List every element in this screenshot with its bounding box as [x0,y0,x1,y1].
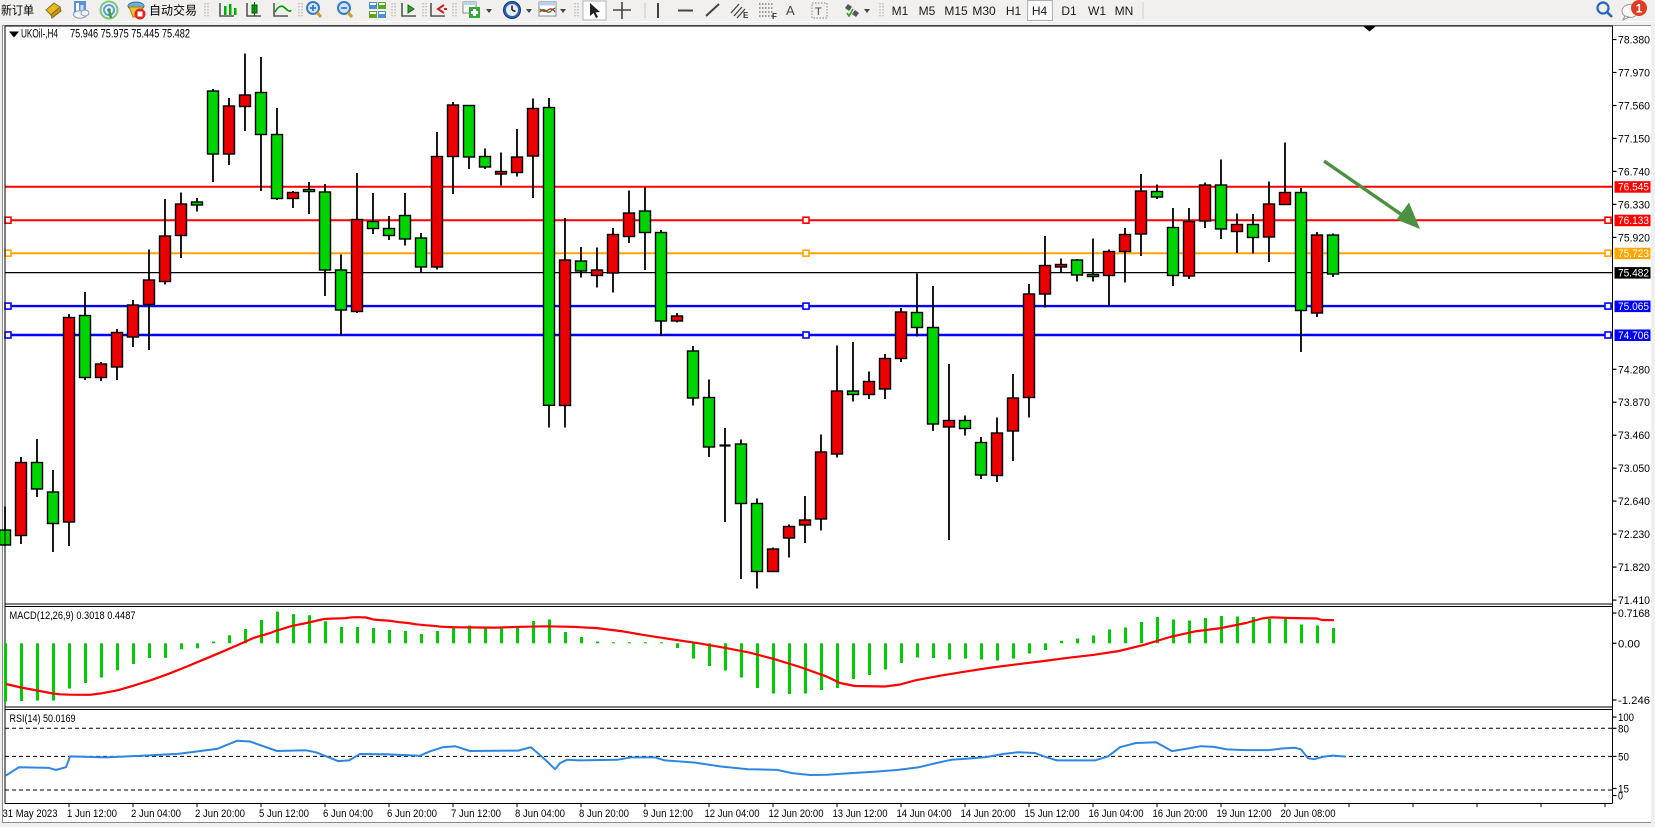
svg-text:MACD(12,26,9) 0.3018 0.4487: MACD(12,26,9) 0.3018 0.4487 [10,610,136,622]
svg-text:2 Jun 04:00: 2 Jun 04:00 [131,808,181,820]
svg-text:75.065: 75.065 [1618,301,1649,313]
svg-text:A: A [786,3,795,18]
svg-text:0.7168: 0.7168 [1618,608,1650,620]
svg-text:14 Jun 20:00: 14 Jun 20:00 [961,808,1016,820]
svg-text:16 Jun 04:00: 16 Jun 04:00 [1089,808,1144,820]
svg-text:1 Jun 12:00: 1 Jun 12:00 [67,808,117,820]
svg-text:新订单: 新订单 [1,3,34,18]
svg-text:75.482: 75.482 [1618,268,1649,280]
svg-text:M5: M5 [919,4,936,18]
svg-text:14 Jun 04:00: 14 Jun 04:00 [897,808,952,820]
svg-text:E: E [743,11,749,20]
svg-text:31 May 2023: 31 May 2023 [3,808,58,820]
svg-text:73.460: 73.460 [1618,430,1650,442]
svg-text:0: 0 [1618,791,1623,803]
svg-text:6 Jun 04:00: 6 Jun 04:00 [323,808,373,820]
svg-text:6 Jun 20:00: 6 Jun 20:00 [387,808,437,820]
svg-text:80: 80 [1618,723,1629,735]
svg-text:74.706: 74.706 [1618,330,1649,342]
svg-text:-1.246: -1.246 [1618,695,1650,707]
svg-text:M1: M1 [892,4,909,18]
svg-text:13 Jun 12:00: 13 Jun 12:00 [833,808,888,820]
svg-text:71.410: 71.410 [1618,595,1650,607]
svg-text:72.640: 72.640 [1618,496,1650,508]
svg-text:1: 1 [1636,2,1643,16]
svg-text:75.920: 75.920 [1618,232,1650,244]
svg-text:7 Jun 12:00: 7 Jun 12:00 [451,808,501,820]
svg-text:74.280: 74.280 [1618,364,1650,376]
svg-text:12 Jun 04:00: 12 Jun 04:00 [705,808,760,820]
svg-text:100: 100 [1618,712,1634,724]
svg-text:76.330: 76.330 [1618,199,1650,211]
svg-text:9 Jun 12:00: 9 Jun 12:00 [643,808,693,820]
svg-text:73.870: 73.870 [1618,397,1650,409]
svg-text:76.740: 76.740 [1618,166,1650,178]
svg-text:D1: D1 [1061,4,1077,18]
svg-text:15: 15 [1618,784,1629,796]
svg-text:75.723: 75.723 [1618,248,1649,260]
svg-text:M15: M15 [944,4,968,18]
svg-text:77.560: 77.560 [1618,101,1650,113]
svg-text:20 Jun 08:00: 20 Jun 08:00 [1281,808,1336,820]
svg-text:RSI(14) 50.0169: RSI(14) 50.0169 [10,713,76,725]
svg-text:8 Jun 04:00: 8 Jun 04:00 [515,808,565,820]
svg-text:2 Jun 20:00: 2 Jun 20:00 [195,808,245,820]
svg-text:8 Jun 20:00: 8 Jun 20:00 [579,808,629,820]
svg-text:0.00: 0.00 [1618,638,1640,650]
svg-text:50: 50 [1618,751,1629,763]
svg-text:77.150: 77.150 [1618,133,1650,145]
svg-text:F: F [772,12,777,21]
svg-text:72.230: 72.230 [1618,529,1650,541]
svg-text:76.133: 76.133 [1618,215,1649,227]
svg-text:W1: W1 [1088,4,1106,18]
svg-text:75.946 75.975 75.445 75.482: 75.946 75.975 75.445 75.482 [70,29,190,41]
svg-text:MN: MN [1115,4,1134,18]
svg-text:16 Jun 20:00: 16 Jun 20:00 [1153,808,1208,820]
svg-text:5 Jun 12:00: 5 Jun 12:00 [259,808,309,820]
svg-text:M30: M30 [972,4,996,18]
svg-text:73.050: 73.050 [1618,463,1650,475]
svg-text:T: T [815,6,822,18]
svg-text:H4: H4 [1032,4,1048,18]
svg-text:12 Jun 20:00: 12 Jun 20:00 [769,808,824,820]
svg-text:77.970: 77.970 [1618,68,1650,80]
svg-text:15 Jun 12:00: 15 Jun 12:00 [1025,808,1080,820]
svg-text:76.545: 76.545 [1618,182,1649,194]
svg-text:自动交易: 自动交易 [149,3,197,18]
svg-text:71.820: 71.820 [1618,562,1650,574]
svg-text:H1: H1 [1006,4,1022,18]
svg-text:UKOil-,H4: UKOil-,H4 [21,29,58,41]
svg-text:19 Jun 12:00: 19 Jun 12:00 [1217,808,1272,820]
svg-text:78.380: 78.380 [1618,35,1650,47]
